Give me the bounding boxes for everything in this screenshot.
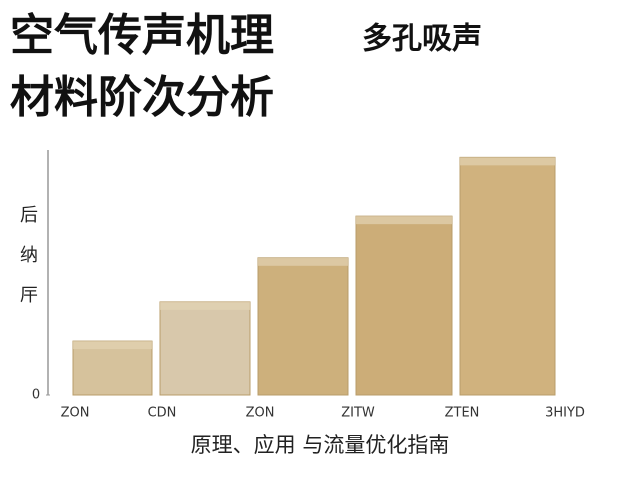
bar (159, 301, 251, 396)
bar-top-face (258, 257, 348, 266)
x-tick-label: CDN (148, 406, 177, 421)
x-tick-label: ZON (61, 406, 90, 421)
bar-top-face (356, 216, 452, 225)
chart-title-line2: 材料阶次分析 (10, 72, 274, 123)
y-axis-label: 后纳厈 (17, 205, 38, 325)
x-tick-label: ZON (246, 406, 275, 421)
bar-top-face (73, 341, 152, 350)
bar-top-face (160, 301, 250, 310)
bar-top-face (460, 157, 555, 166)
x-tick-label: ZITW (341, 406, 375, 421)
x-tick-label: ZTEN (445, 406, 480, 421)
chart-title: 空气传声机理 (10, 10, 274, 61)
bar (72, 340, 153, 396)
x-tick-label: 3HIYD (545, 406, 585, 421)
x-axis-label: 原理、应用 与流量优化指南 (191, 433, 450, 457)
bar (355, 215, 453, 396)
chart-subtitle: 多孔吸声 (362, 22, 482, 57)
y-tick-label: 0 (32, 388, 40, 403)
bar (257, 257, 349, 396)
bar (459, 156, 556, 396)
